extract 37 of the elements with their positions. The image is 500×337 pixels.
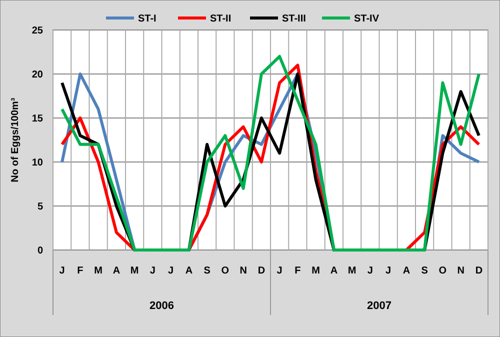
x-tick-label: O [438,266,447,276]
x-tick-label: M [312,266,320,276]
y-tick-label: 0 [37,246,44,256]
x-tick-label: J [386,266,392,276]
x-tick-label: M [130,266,139,276]
y-tick-label: 20 [32,70,44,80]
y-tick-label: 25 [32,26,44,36]
text: 2006 [150,300,174,312]
x-tick-label: J [59,266,65,276]
x-tick-label: A [402,266,410,276]
x-tick-label: S [204,266,211,276]
x-tick-label: M [94,266,102,276]
x-tick-label: O [221,266,230,276]
text: 2007 [367,300,392,312]
x-tick-label: N [240,266,247,276]
x-tick-label: S [421,266,428,276]
x-tick-label: F [294,266,301,276]
x-tick-label: A [330,266,338,276]
x-tick-label: J [168,266,174,276]
x-tick-label: D [258,266,266,276]
x-tick-label: A [185,266,193,276]
legend-label: ST-IV [354,14,380,24]
y-tick-label: 10 [32,158,44,168]
x-tick-label: D [475,266,483,276]
x-tick-label: F [77,266,84,276]
x-tick-label: J [150,266,156,276]
x-tick-label: J [276,266,282,276]
x-tick-label: J [367,266,373,276]
x-tick-label: N [457,266,464,276]
legend-label: ST-II [210,14,232,24]
legend-label: ST-III [282,14,306,24]
y-tick-label: 5 [37,202,44,212]
y-axis-title: No of Eggs/100m³ [10,97,21,182]
y-tick-label: 15 [32,114,44,124]
x-tick-label: A [112,266,120,276]
legend-label: ST-I [138,14,157,24]
x-tick-label: M [348,266,356,276]
